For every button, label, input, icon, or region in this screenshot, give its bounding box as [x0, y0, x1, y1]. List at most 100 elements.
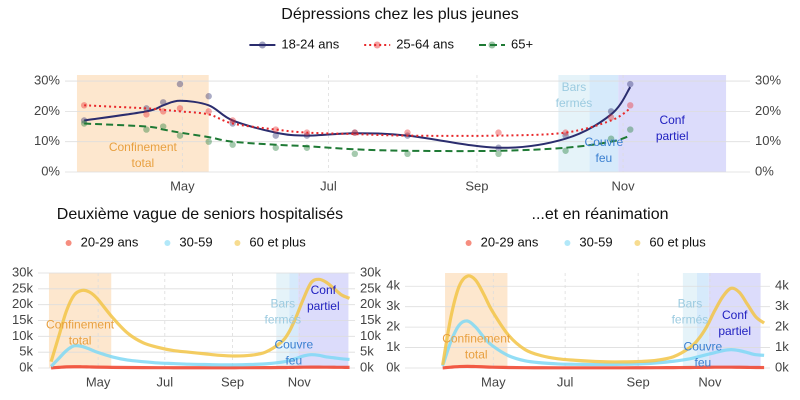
y2-tick-label: 10% [755, 133, 781, 148]
trend-line [84, 104, 631, 137]
chart-title: Dépressions chez les plus jeunes [281, 6, 518, 23]
period-label: Confinement [46, 317, 115, 331]
data-point [205, 108, 212, 115]
legend-dot [164, 240, 171, 246]
legend-dot [488, 41, 496, 49]
y2-tick-label: 5k [360, 344, 374, 359]
data-point [229, 141, 236, 148]
data-point [143, 111, 150, 118]
y2-tick-label: 25k [360, 280, 381, 295]
period-band [618, 75, 727, 172]
y-tick-label: 15k [12, 312, 33, 327]
data-point [607, 114, 615, 121]
series-line [51, 365, 350, 370]
period-label: total [465, 348, 488, 362]
y2-tick-label: 3k [775, 298, 789, 313]
data-point [627, 126, 634, 133]
legend-dot [65, 240, 72, 246]
data-point [562, 129, 569, 136]
legend-dot [234, 240, 241, 246]
legend-label: 30-59 [179, 234, 212, 249]
y-tick-label: 0% [41, 163, 60, 178]
y-tick-label: 2k [386, 319, 400, 334]
legend-dot [373, 41, 381, 49]
y-tick-label: 20% [34, 103, 60, 118]
x-tick-label: Nov [288, 374, 312, 389]
legend-label: 60 et plus [649, 234, 706, 249]
chart-title: ...et en réanimation [532, 206, 669, 223]
series-line [442, 364, 765, 370]
x-tick-label: May [86, 374, 111, 389]
y-tick-label: 20k [12, 296, 33, 311]
legend-label: 20-29 ans [81, 234, 139, 249]
period-label: partiel [718, 324, 751, 338]
legend-dot [634, 240, 641, 246]
series-line [441, 274, 766, 366]
y-tick-label: 0k [19, 359, 33, 374]
series-line [49, 277, 351, 363]
chart-title: Deuxième vague de seniors hospitalisés [57, 206, 343, 223]
x-tick-label: Jul [557, 374, 574, 389]
y2-tick-label: 15k [360, 312, 381, 327]
y-tick-label: 30k [12, 264, 33, 279]
data-point [159, 123, 167, 130]
data-point [143, 105, 150, 112]
legend-label: 30-59 [579, 234, 612, 249]
period-label: Bars [678, 297, 703, 311]
data-point [176, 80, 184, 88]
x-tick-label: May [170, 178, 195, 193]
data-point [272, 126, 279, 133]
y2-tick-label: 0k [775, 359, 789, 374]
legend-label: 60 et plus [249, 234, 306, 249]
period-label: Couvre [274, 337, 313, 351]
trend-line [84, 122, 631, 153]
y2-tick-label: 2k [775, 319, 789, 334]
y-tick-label: 0k [386, 359, 400, 374]
data-point [176, 105, 184, 112]
period-label: feu [695, 355, 712, 369]
data-point [351, 150, 359, 158]
data-point [272, 132, 279, 139]
y-tick-label: 25k [12, 280, 33, 295]
period-label: Confinement [109, 140, 178, 154]
data-point [272, 144, 279, 151]
y2-tick-label: 0k [360, 359, 374, 374]
period-label: Confinement [442, 332, 511, 346]
y-tick-label: 3k [386, 298, 400, 313]
x-tick-label: Nov [698, 374, 722, 389]
y2-tick-label: 0% [755, 163, 774, 178]
x-tick-label: Sep [221, 374, 244, 389]
data-point [404, 129, 411, 136]
y2-tick-label: 30% [755, 73, 781, 88]
period-label: fermés [672, 313, 709, 327]
data-point [627, 102, 634, 109]
legend-label: 20-29 ans [481, 234, 539, 249]
x-tick-label: Sep [627, 374, 650, 389]
data-point [627, 80, 634, 88]
period-label: fermés [556, 96, 593, 110]
trend-line [84, 86, 632, 149]
y2-tick-label: 20k [360, 296, 381, 311]
legend-dot [564, 240, 571, 246]
y-tick-label: 10% [34, 133, 60, 148]
period-label: total [69, 333, 92, 347]
y-tick-label: 10k [12, 328, 33, 343]
data-point [495, 150, 502, 158]
data-point [495, 129, 502, 136]
period-label: feu [285, 353, 302, 367]
period-label: feu [596, 151, 613, 165]
data-point [229, 117, 236, 124]
data-point [205, 93, 212, 100]
data-point [143, 126, 150, 133]
period-label: Conf [311, 283, 337, 297]
period-label: partiel [656, 129, 689, 143]
series-line [49, 343, 350, 368]
period-label: fermés [265, 313, 302, 327]
y-tick-label: 4k [386, 278, 400, 293]
period-label: Couvre [684, 339, 723, 353]
period-label: partiel [307, 299, 340, 313]
period-label: Couvre [585, 135, 624, 149]
period-label: Bars [562, 80, 587, 94]
period-label: Conf [722, 308, 748, 322]
